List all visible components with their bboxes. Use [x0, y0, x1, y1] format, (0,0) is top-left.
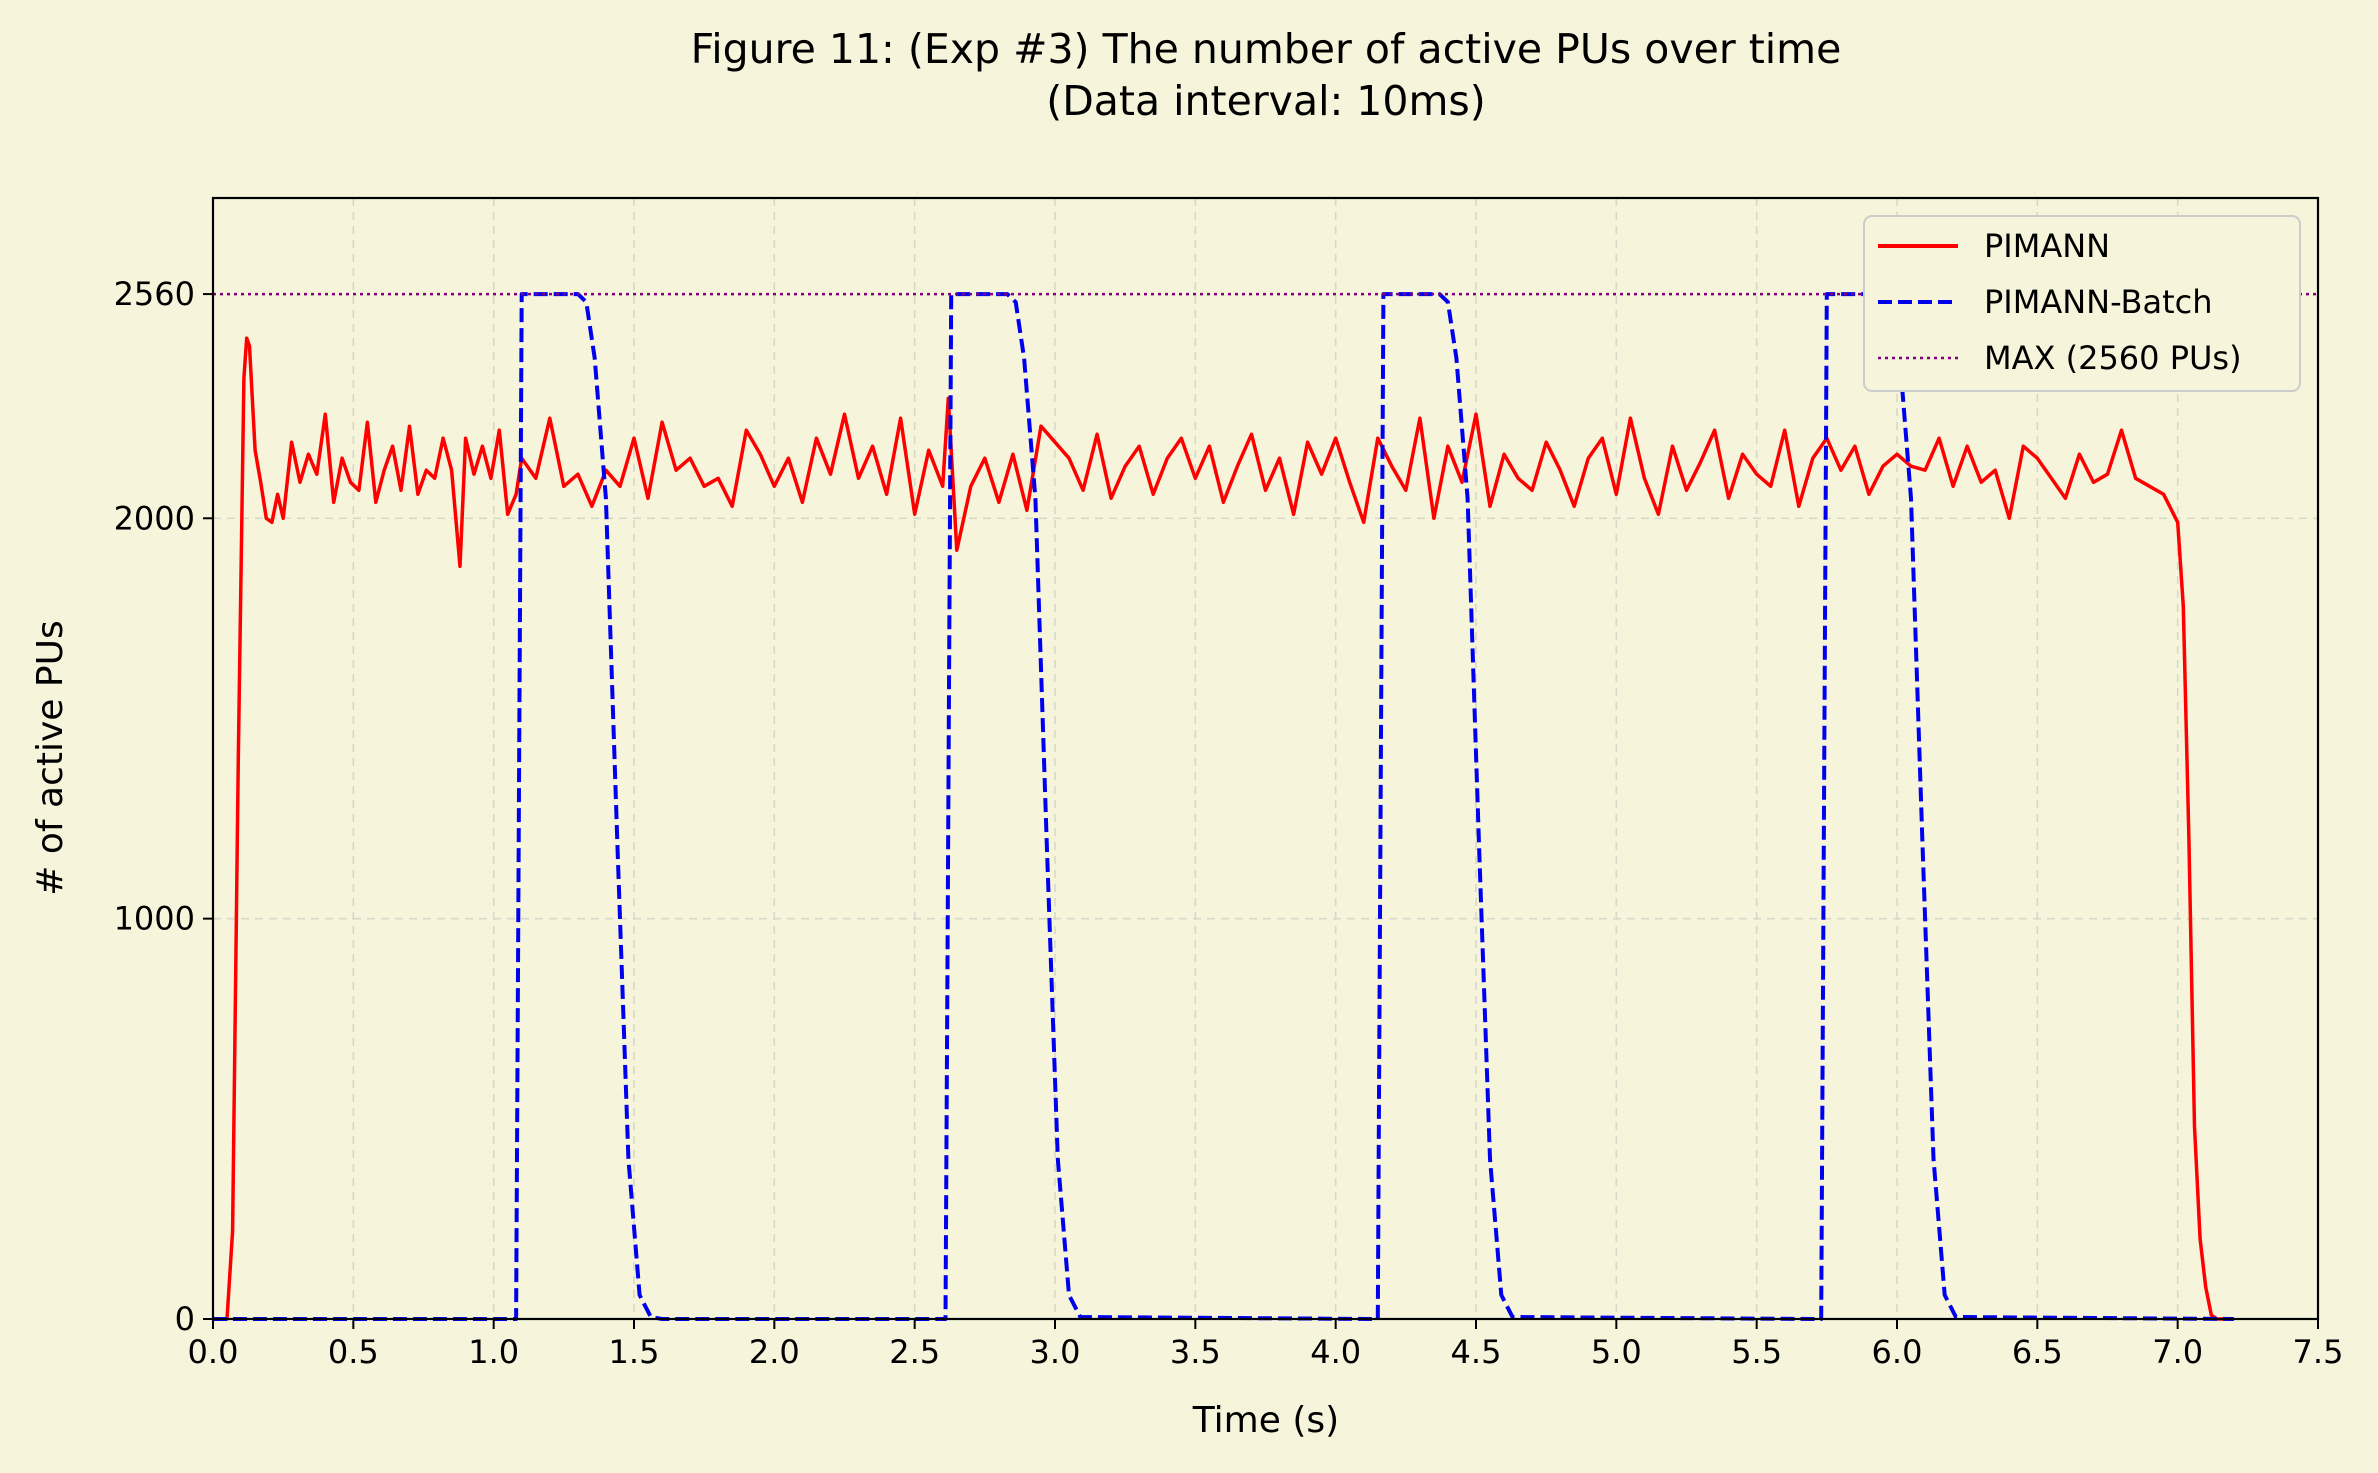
y-ticks: 0 1000 2000 2560	[114, 275, 213, 1338]
x-tick-label: 4.0	[1310, 1333, 1361, 1371]
x-axis-label: Time (s)	[1192, 1400, 1339, 1441]
x-tick-label: 3.5	[1170, 1333, 1221, 1371]
x-tick-label: 6.0	[1872, 1333, 1923, 1371]
x-tick-label: 7.5	[2293, 1333, 2344, 1371]
y-tick-label: 1000	[114, 900, 195, 938]
legend-box	[1863, 215, 2301, 392]
x-tick-label: 1.0	[468, 1333, 519, 1371]
legend-label-batch: PIMANN-Batch	[1984, 283, 2213, 321]
y-axis-label: # of active PUs	[30, 620, 71, 895]
x-tick-label: 2.5	[889, 1333, 940, 1371]
x-tick-label: 5.0	[1591, 1333, 1642, 1371]
legend: PIMANN PIMANN-Batch MAX (2560 PUs)	[1863, 215, 2301, 392]
pimann-line	[213, 336, 2234, 1321]
x-tick-label: 5.5	[1731, 1333, 1782, 1371]
legend-label-max: MAX (2560 PUs)	[1984, 339, 2242, 377]
y-tick-label: 0	[175, 1300, 195, 1338]
x-tick-label: 6.5	[2012, 1333, 2063, 1371]
x-tick-label: 1.5	[609, 1333, 660, 1371]
x-ticks: 0.0 0.5 1.0 1.5 2.0 2.5 3.0 3.5 4.0 4.5 5.0 5.5 6.0 6…	[188, 1319, 2344, 1371]
y-tick-label: 2000	[114, 499, 195, 537]
x-tick-label: 3.0	[1030, 1333, 1081, 1371]
x-tick-label: 0.0	[188, 1333, 239, 1371]
legend-label-pimann: PIMANN	[1984, 227, 2110, 265]
x-tick-label: 2.0	[749, 1333, 800, 1371]
chart-title: Figure 11: (Exp #3) The number of active…	[691, 25, 1842, 73]
plot-frame	[211, 196, 2320, 1321]
y-tick-label: 2560	[114, 275, 195, 313]
chart-subtitle: (Data interval: 10ms)	[1046, 77, 1486, 125]
x-tick-label: 0.5	[328, 1333, 379, 1371]
x-tick-label: 7.0	[2152, 1333, 2203, 1371]
x-tick-label: 4.5	[1451, 1333, 1502, 1371]
